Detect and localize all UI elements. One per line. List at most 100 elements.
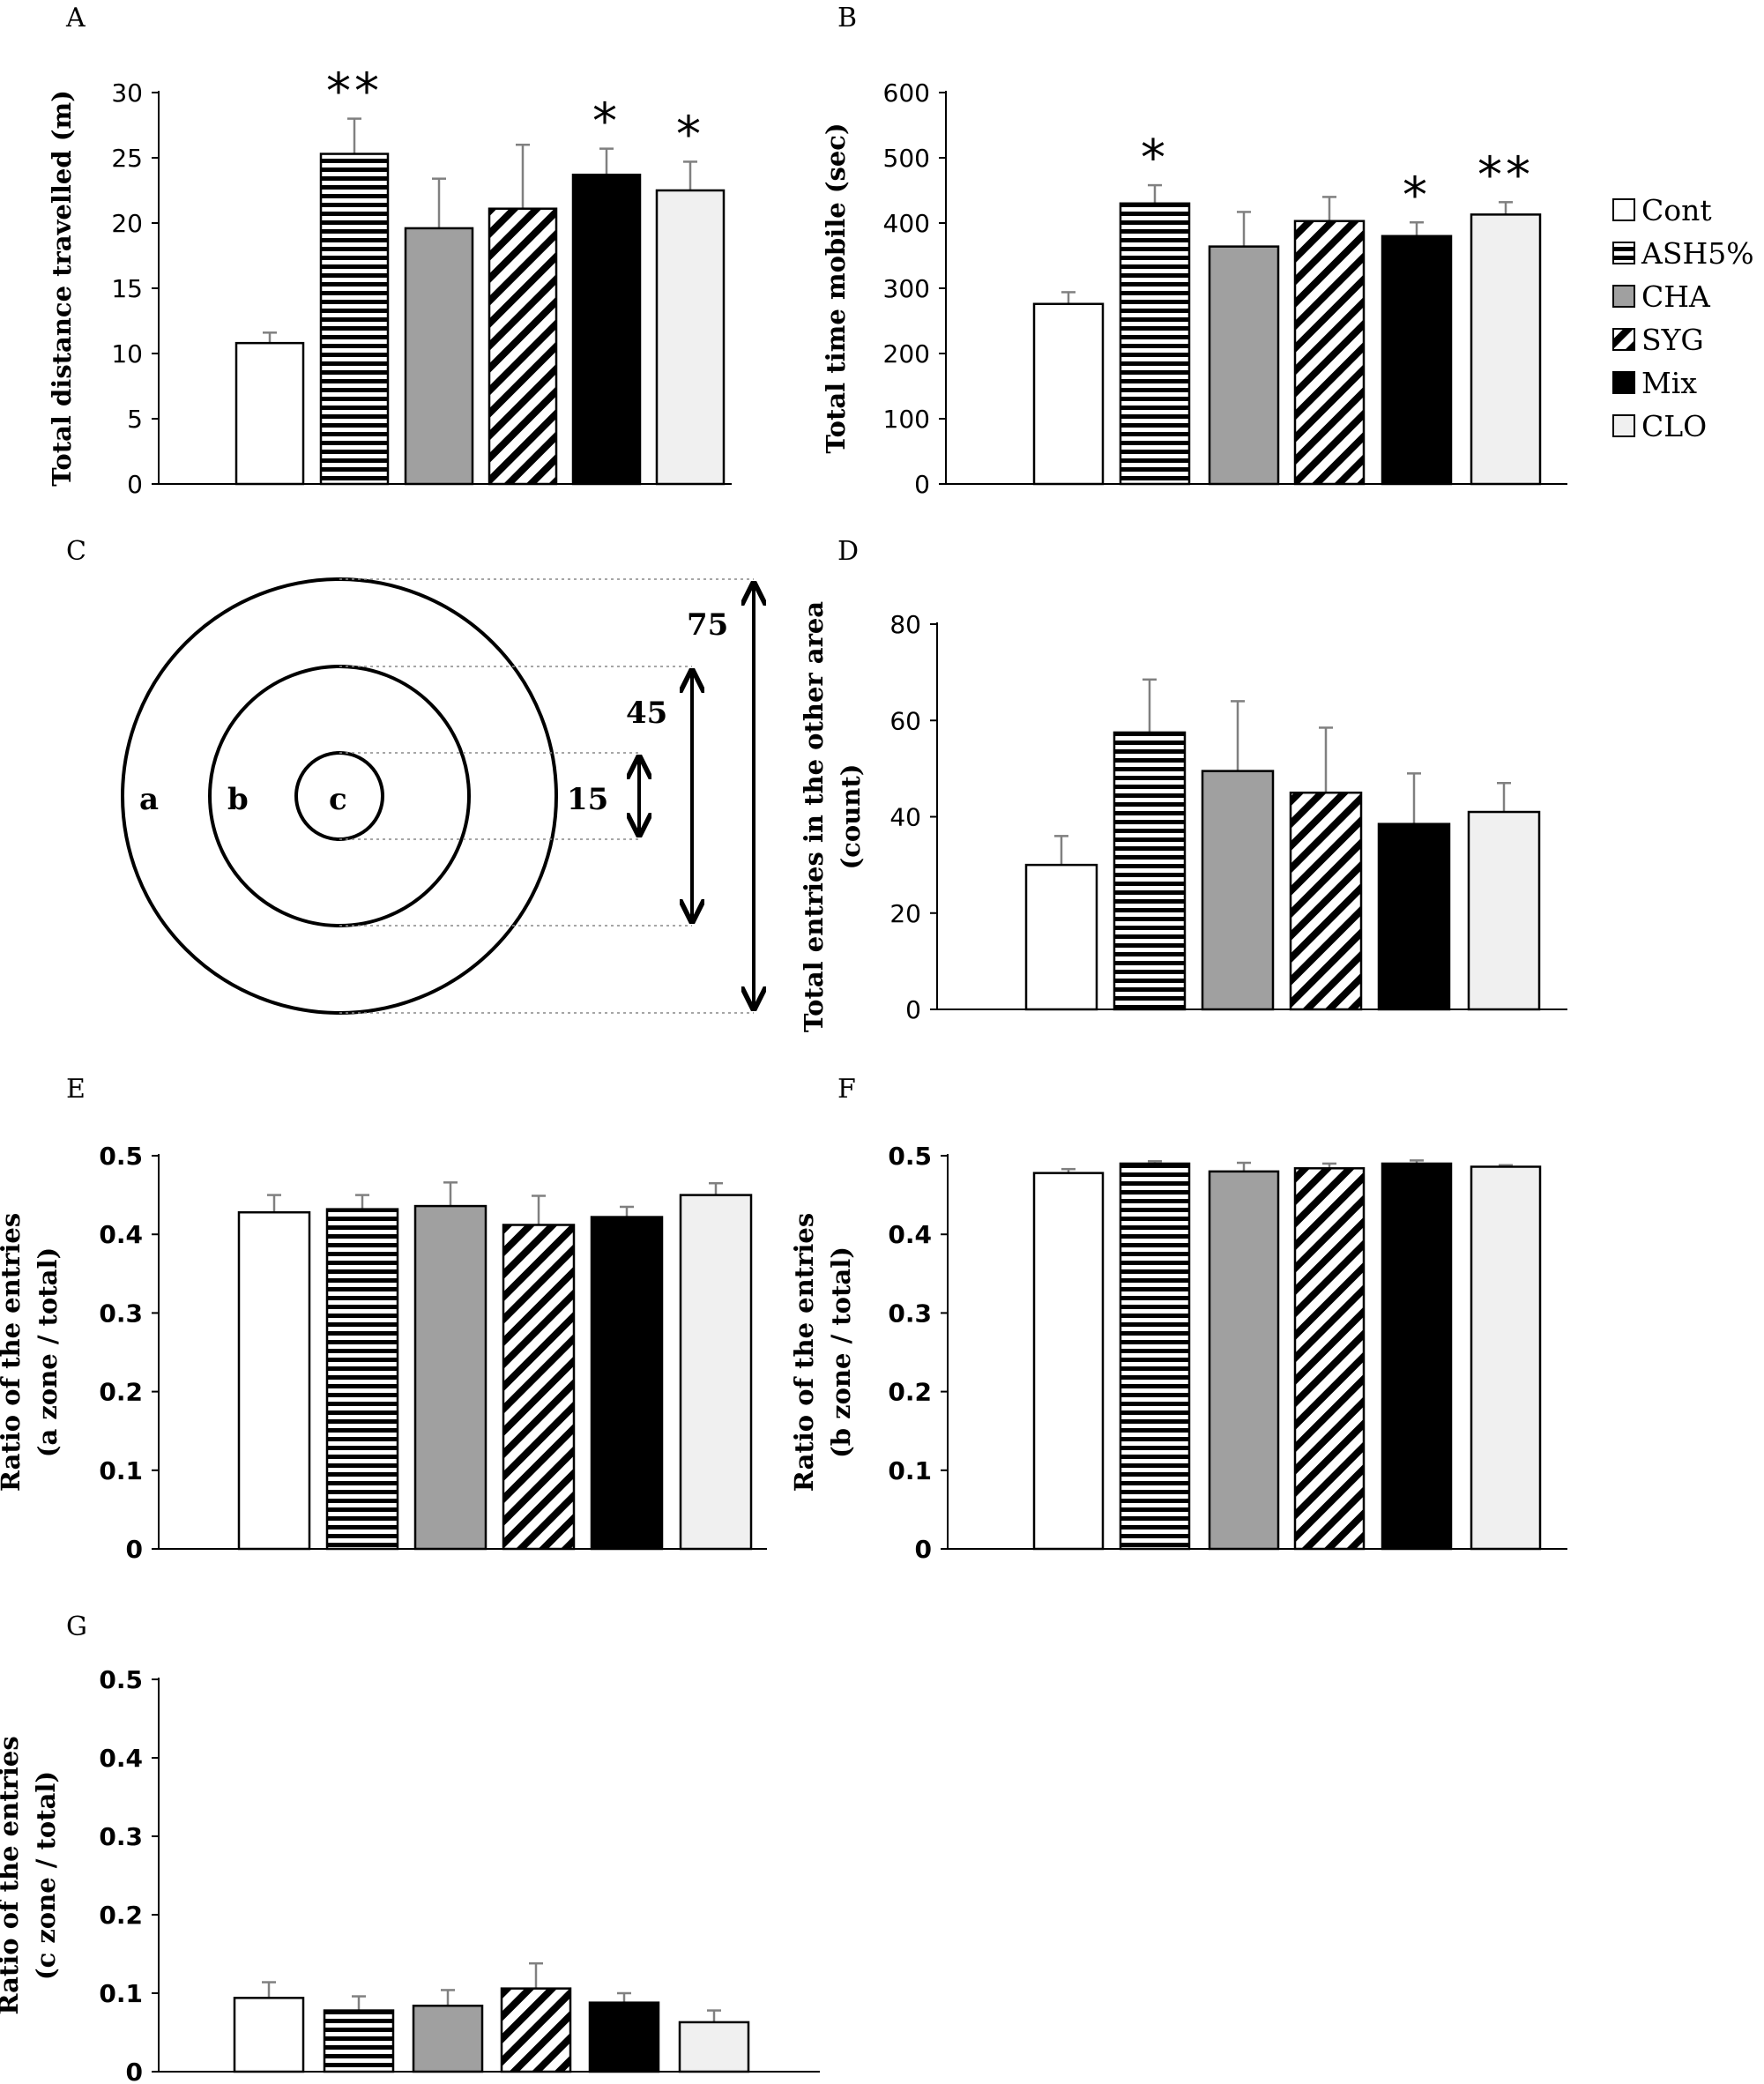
- legend-label: ASH5%: [1641, 236, 1754, 271]
- panel-letter-e: E: [66, 1074, 86, 1105]
- significance-marker: **: [326, 63, 383, 121]
- y-tick-label: 100: [883, 405, 930, 434]
- bar-cont: [237, 1210, 311, 1551]
- y-tick-label: 0.4: [888, 1220, 932, 1249]
- zone-diagram: a b c 75 45 15: [121, 577, 754, 1015]
- bar-cha: [1201, 770, 1275, 1011]
- y-tick-label: 40: [889, 803, 921, 832]
- y-axis-label-line2: (a zone / total): [33, 1247, 63, 1457]
- bar-syg: [1293, 220, 1366, 486]
- bar-clo: [679, 1194, 753, 1551]
- chart-e-ratio-a-zone: 0 0.1 0.2 0.3 0.4 0.5 Ratio of the entries (a z…: [0, 1142, 767, 1564]
- y-tick-label: 25: [111, 144, 143, 173]
- y-tick-label: 20: [889, 899, 921, 928]
- legend-label: CLO: [1641, 409, 1707, 443]
- chart-g-ratio-c-zone: 0 0.1 0.2 0.3 0.4 0.5 Ratio of the entries (c z…: [0, 1665, 820, 2084]
- y-tick-label: 400: [883, 209, 930, 238]
- panel-letter-c: C: [66, 536, 86, 567]
- chart-a-total-distance: 0 5 10 15 20 25 30 Total distance travelled (m)…: [47, 63, 732, 499]
- bar-cont: [1032, 1172, 1105, 1551]
- bar-cha: [412, 2004, 484, 2073]
- bar-mix: [1381, 234, 1453, 486]
- bar-ash5: [325, 1208, 399, 1551]
- y-tick-label: 0: [914, 470, 930, 499]
- legend-swatch-cont: [1612, 198, 1635, 221]
- zone-label-a: a: [139, 782, 159, 817]
- y-tick-label: 80: [889, 610, 921, 639]
- y-tick-label: 0.3: [99, 1822, 143, 1851]
- bar-ash5: [323, 2009, 395, 2073]
- bar-mix: [571, 173, 642, 486]
- y-tick-label: 0.2: [99, 1378, 143, 1407]
- bar-cont: [234, 341, 305, 486]
- significance-marker: *: [1141, 130, 1169, 187]
- y-axis-label-line2: (b zone / total): [826, 1247, 856, 1458]
- bar-syg: [500, 1987, 572, 2073]
- dimension-label-45: 45: [626, 696, 667, 731]
- y-tick-label: 0.1: [888, 1456, 932, 1485]
- y-tick-label: 20: [111, 209, 143, 238]
- y-tick-label: 0.2: [888, 1378, 932, 1407]
- bar-clo: [1470, 1165, 1542, 1551]
- y-tick-label: 0: [915, 1535, 932, 1564]
- y-axis-label-line2: (count): [836, 763, 866, 869]
- y-tick-label: 60: [889, 706, 921, 735]
- panel-letter-a: A: [65, 3, 86, 33]
- y-tick-label: 5: [127, 405, 143, 434]
- y-tick-label: 0.4: [99, 1744, 143, 1773]
- legend-label: SYG: [1641, 323, 1704, 357]
- bar-mix: [590, 1216, 664, 1551]
- y-tick-label: 0.5: [99, 1665, 143, 1694]
- y-axis-label: Ratio of the entries: [789, 1213, 819, 1492]
- bar-cha: [404, 227, 474, 486]
- bar-mix: [1377, 822, 1451, 1011]
- legend-label: Mix: [1641, 366, 1697, 400]
- legend-swatch-mix: [1612, 371, 1635, 394]
- chart-b-total-time-mobile: 0 100 200 300 400 500 600 Total time mobile (se…: [821, 78, 1567, 499]
- significance-marker: *: [1403, 167, 1431, 224]
- y-tick-label: 0.1: [99, 1456, 143, 1485]
- significance-marker: *: [676, 106, 704, 163]
- y-axis-label: Ratio of the entries: [0, 1736, 24, 2014]
- panel-letter-f: F: [837, 1074, 856, 1105]
- legend-swatch-cha: [1612, 285, 1635, 308]
- chart-d-total-entries: 0 20 40 60 80 Total entries in the other area…: [799, 601, 1567, 1032]
- y-tick-label: 10: [111, 339, 143, 368]
- y-tick-label: 0.3: [99, 1299, 143, 1328]
- bar-cont: [233, 1997, 305, 2073]
- y-axis-label-line2: (c zone / total): [31, 1771, 61, 1980]
- y-axis-label: Total time mobile (sec): [821, 123, 851, 453]
- y-tick-label: 0.4: [99, 1220, 143, 1249]
- bar-clo: [1470, 213, 1542, 486]
- y-tick-label: 0: [127, 470, 143, 499]
- bar-ash5: [1113, 731, 1187, 1011]
- y-tick-label: 0: [126, 1535, 143, 1564]
- dimension-label-15: 15: [567, 782, 608, 817]
- legend-swatch-ash5: [1612, 242, 1635, 264]
- y-tick-label: 200: [883, 339, 930, 368]
- zone-label-c: c: [329, 782, 347, 817]
- y-tick-label: 500: [883, 144, 930, 173]
- chart-f-ratio-b-zone: 0 0.1 0.2 0.3 0.4 0.5 Ratio of the entries (b z…: [789, 1142, 1567, 1564]
- y-tick-label: 0: [126, 2058, 143, 2084]
- bar-syg: [1289, 791, 1363, 1011]
- significance-marker: **: [1477, 146, 1534, 204]
- bar-ash5: [1119, 1162, 1191, 1551]
- y-axis-label: Ratio of the entries: [0, 1213, 26, 1492]
- significance-marker: *: [592, 93, 621, 151]
- legend: Cont ASH5% CHA SYG Mix CLO: [1612, 193, 1754, 443]
- y-tick-label: 0.2: [99, 1901, 143, 1930]
- zone-label-b: b: [227, 782, 249, 817]
- legend-label: CHA: [1641, 279, 1711, 314]
- panel-letter-b: B: [837, 3, 857, 33]
- bar-syg: [502, 1224, 576, 1551]
- bar-ash5: [1119, 202, 1191, 486]
- panel-letter-d: D: [837, 536, 859, 567]
- y-tick-label: 30: [111, 78, 143, 108]
- bar-clo: [678, 2021, 750, 2073]
- y-tick-label: 0.1: [99, 1979, 143, 2008]
- bar-cha: [1208, 245, 1280, 486]
- bar-mix: [588, 2001, 660, 2073]
- bar-cha: [1208, 1170, 1280, 1551]
